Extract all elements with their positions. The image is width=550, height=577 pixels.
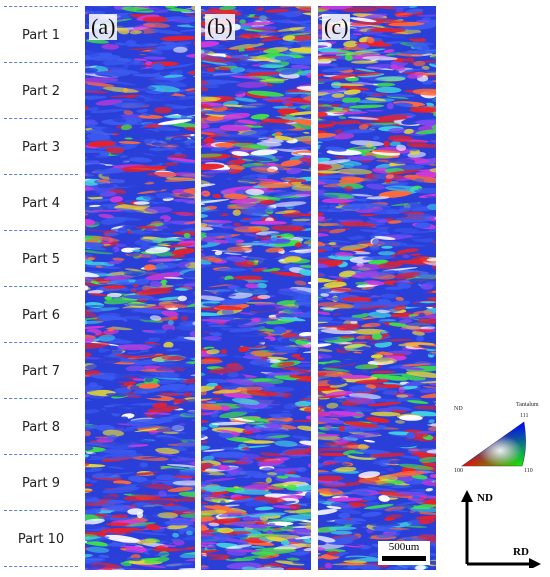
ipf-nd-label: ND [454,406,463,412]
panel-label-a: (a) [89,14,118,40]
axis-nd-label: ND [477,492,493,504]
part-separator [4,230,78,231]
part-label-10: Part 10 [17,532,65,547]
scale-bar: 500um [378,541,430,565]
ipf-color-key: ND Tantalum 111 100 110 [452,400,544,480]
part-label-2: Part 2 [21,84,61,99]
panel-label-c: (c) [322,14,351,40]
ebsd-panel-c: (c) [318,6,436,570]
ipf-pole-100: 100 [454,468,463,474]
ipf-pole-110: 110 [524,468,533,474]
part-label-4: Part 4 [21,196,61,211]
ebsd-map-b [201,6,311,570]
panel-label-b: (b) [205,14,235,40]
part-separator [4,398,78,399]
part-separator [4,62,78,63]
scale-bar-line [382,556,426,561]
sample-axes: ND RD [455,488,545,570]
part-separator [4,286,78,287]
ebsd-panel-a: (a) [85,6,195,570]
part-label-1: Part 1 [21,28,61,43]
scale-bar-label: 500um [388,541,420,553]
part-separator [4,118,78,119]
part-separator [4,566,78,567]
ebsd-map-a [85,6,195,570]
part-separator [4,6,78,7]
part-separator [4,510,78,511]
part-label-6: Part 6 [21,308,61,323]
axis-rd-label: RD [513,546,529,558]
part-label-8: Part 8 [21,420,61,435]
ipf-pole-111: 111 [520,413,529,419]
part-label-7: Part 7 [21,364,61,379]
ebsd-panel-b: (b) [201,6,311,570]
part-label-9: Part 9 [21,476,61,491]
ebsd-map-c [318,6,436,570]
axes-arrows [461,490,541,570]
part-label-3: Part 3 [21,140,61,155]
part-separator [4,454,78,455]
part-separator [4,174,78,175]
ipf-triangle [461,421,526,467]
part-separator [4,342,78,343]
ipf-material-label: Tantalum [516,402,539,408]
part-label-5: Part 5 [21,252,61,267]
